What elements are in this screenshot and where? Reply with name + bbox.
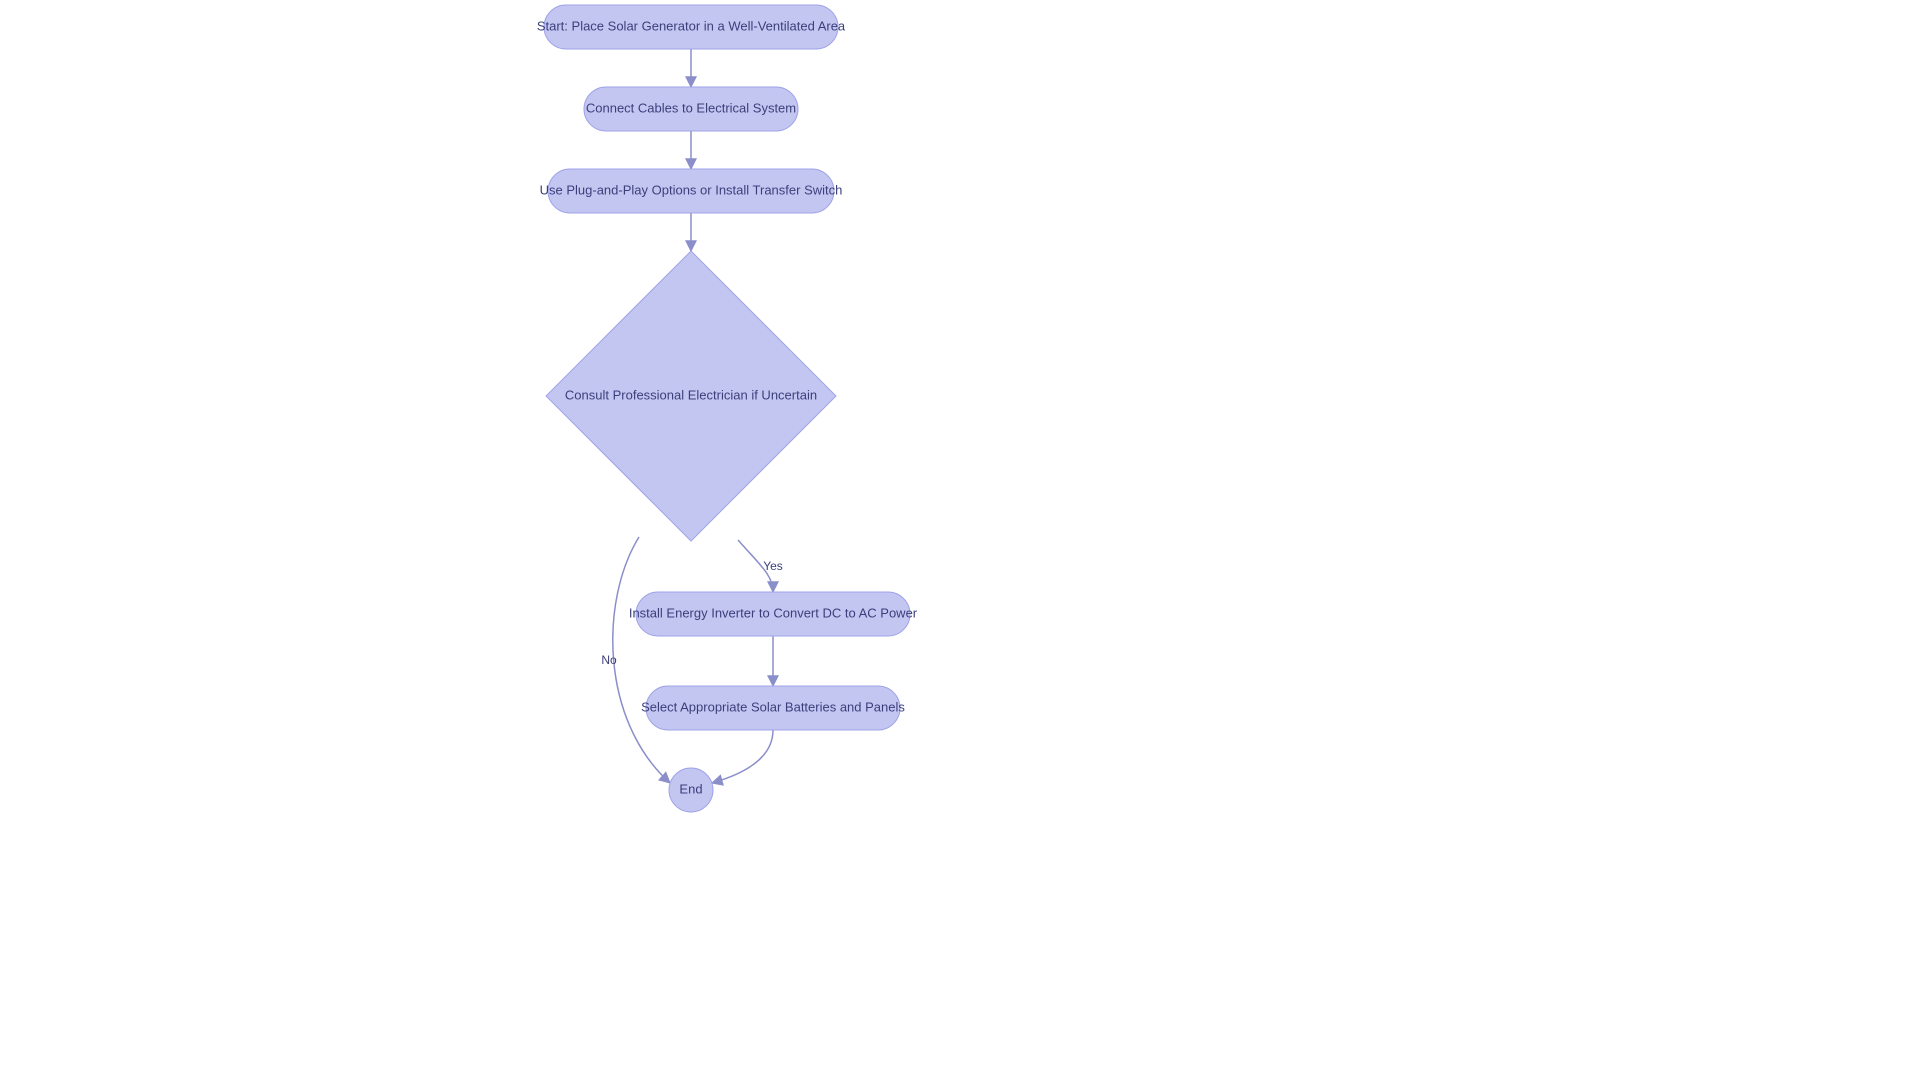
- node-n7: End: [669, 768, 713, 812]
- edge-label-yes: Yes: [763, 559, 783, 573]
- node-n4: Consult Professional Electrician if Unce…: [546, 251, 836, 541]
- node-label-n2: Connect Cables to Electrical System: [586, 100, 796, 115]
- node-n6: Select Appropriate Solar Batteries and P…: [641, 686, 905, 730]
- edge-n4-n7: [613, 537, 670, 783]
- flowchart-canvas: Yes No Start: Place Solar Generator in a W…: [0, 0, 1920, 1083]
- node-label-n7: End: [679, 781, 702, 796]
- node-label-n1: Start: Place Solar Generator in a Well-V…: [537, 18, 846, 33]
- nodes-group: Start: Place Solar Generator in a Well-V…: [537, 5, 918, 812]
- node-label-n3: Use Plug-and-Play Options or Install Tra…: [540, 182, 843, 197]
- edge-n6-n7: [712, 730, 773, 783]
- edge-label-no: No: [601, 653, 617, 667]
- node-n5: Install Energy Inverter to Convert DC to…: [629, 592, 918, 636]
- node-n2: Connect Cables to Electrical System: [584, 87, 798, 131]
- node-n1: Start: Place Solar Generator in a Well-V…: [537, 5, 846, 49]
- node-label-n4: Consult Professional Electrician if Unce…: [565, 387, 817, 402]
- node-label-n5: Install Energy Inverter to Convert DC to…: [629, 605, 918, 620]
- node-n3: Use Plug-and-Play Options or Install Tra…: [540, 169, 843, 213]
- node-label-n6: Select Appropriate Solar Batteries and P…: [641, 699, 905, 714]
